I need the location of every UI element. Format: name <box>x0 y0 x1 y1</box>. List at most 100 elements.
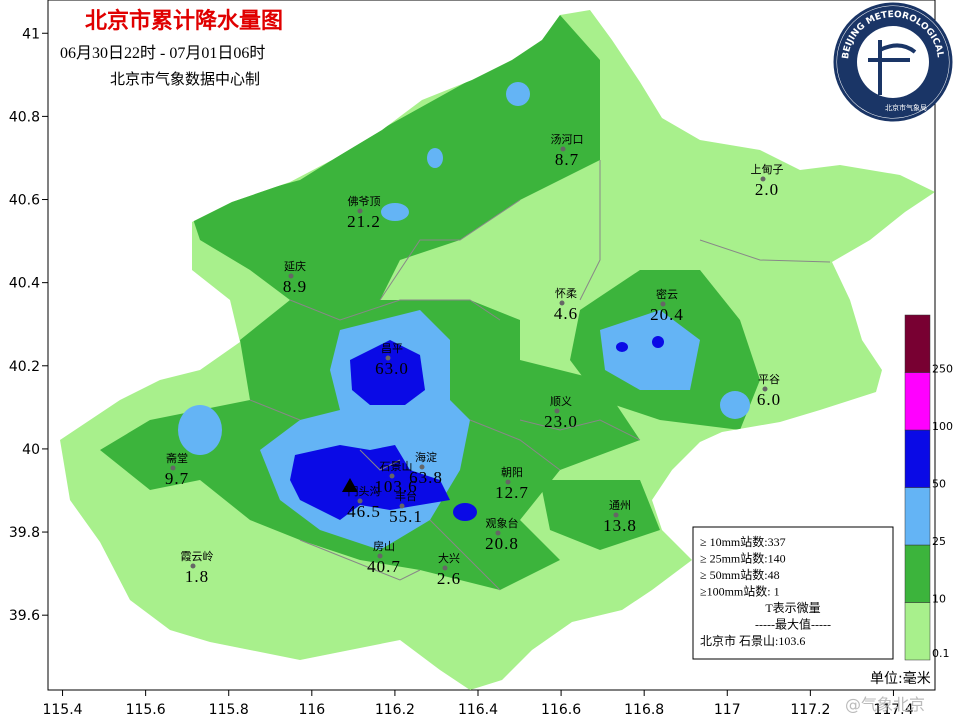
colorbar-segment <box>904 602 931 661</box>
station-value: 46.5 <box>347 502 381 521</box>
station-name: 延庆 <box>284 259 306 273</box>
y-tick-label: 40.4 <box>9 276 40 292</box>
station-name: 观象台 <box>486 516 519 530</box>
station-dot <box>660 301 666 307</box>
station-name: 密云 <box>656 287 678 301</box>
x-tick-label: 117 <box>714 702 741 718</box>
station-name: 平谷 <box>758 373 780 386</box>
station-value: 20.4 <box>650 305 684 324</box>
station-dot <box>762 386 768 392</box>
station-dot <box>389 473 395 479</box>
station-value: 20.8 <box>485 534 519 553</box>
x-tick-label: 116.6 <box>541 702 581 718</box>
x-tick-label: 117.2 <box>790 702 830 718</box>
station-dot <box>554 408 560 414</box>
station-dot <box>170 465 176 471</box>
station-dot <box>442 565 448 571</box>
y-tick-label: 39.6 <box>9 608 40 624</box>
station-name: 通州 <box>609 499 631 512</box>
station-value: 12.7 <box>495 483 529 502</box>
station-dot <box>357 498 363 504</box>
ticks: 115.4 115.6 115.8 116 116.2 116.4 116.6 116.8 11… <box>9 26 914 718</box>
colorbar-label: 0.1 <box>932 647 950 660</box>
station-name: 斋堂 <box>166 451 188 465</box>
station-value: 23.0 <box>544 412 578 431</box>
station-dot <box>495 530 501 536</box>
station-dot <box>399 503 405 509</box>
station-name: 朝阳 <box>501 466 523 479</box>
station-dot <box>288 273 294 279</box>
station-value: 40.7 <box>367 557 401 576</box>
y-tick-label: 40.8 <box>9 109 40 125</box>
colorbar-segment <box>904 372 931 431</box>
station-dot <box>505 479 511 485</box>
x-tick-label: 116 <box>298 702 325 718</box>
station-name: 大兴 <box>438 551 460 565</box>
station-name: 佛爷顶 <box>348 194 381 208</box>
colorbar-label: 100 <box>932 420 953 433</box>
x-tick-label: 116.8 <box>624 702 664 718</box>
station-value: 63.0 <box>375 359 409 378</box>
x-tick-label: 117.4 <box>873 702 913 718</box>
y-tick-label: 39.8 <box>9 525 40 541</box>
station-dot <box>190 563 196 569</box>
station-dot <box>377 553 383 559</box>
station-value: 63.8 <box>409 468 443 487</box>
y-tick-label: 40 <box>22 442 40 458</box>
station-name: 上甸子 <box>751 163 784 176</box>
station-name: 昌平 <box>381 342 403 355</box>
x-tick-label: 116.4 <box>458 702 498 718</box>
stats-line: T表示微量 <box>765 601 820 615</box>
station-dot <box>357 208 363 214</box>
stats-line: 北京市 石景山:103.6 <box>700 633 805 648</box>
stats-line: -----最大值----- <box>755 617 831 632</box>
station-name: 霞云岭 <box>181 549 214 563</box>
period: 06月30日22时 - 07月01日06时 <box>60 44 265 62</box>
watermark: @气象北京 <box>845 695 925 714</box>
station-value: 21.2 <box>347 212 381 231</box>
colorbar-segment <box>904 429 931 488</box>
colorbar-label: 50 <box>932 478 946 491</box>
station-value: 13.8 <box>603 516 637 535</box>
station-value: 8.7 <box>555 150 579 169</box>
station-value: 2.0 <box>755 180 779 199</box>
station-name: 汤河口 <box>551 132 584 146</box>
station-dot <box>385 355 391 361</box>
stats-line: ≥ 10mm站数:337 <box>700 534 786 549</box>
unit: 单位:毫米 <box>870 670 931 687</box>
colorbar-segment <box>904 314 931 373</box>
station-value: 4.6 <box>554 304 578 323</box>
x-tick-label: 115.8 <box>209 702 249 718</box>
colorbar-segment <box>904 544 931 603</box>
x-tick-label: 115.6 <box>126 702 166 718</box>
station-dot <box>419 464 425 470</box>
logo-org: 北京市气象局 <box>885 103 927 112</box>
max-marker <box>342 478 358 492</box>
station-value: 1.8 <box>185 567 209 586</box>
station-name: 石景山 <box>380 460 413 473</box>
x-tick-label: 115.4 <box>42 702 82 718</box>
station-dot <box>559 300 565 306</box>
station-value: 55.1 <box>389 507 423 526</box>
stats-line: ≥ 25mm站数:140 <box>700 551 786 566</box>
station-dot <box>760 176 766 182</box>
stations: 汤河口 8.7 佛爷顶 21.2 延庆 8.9 上甸子 2.0 怀柔 4.6 密云 20.4 昌平 63.… <box>165 132 784 588</box>
colorbar-label: 250 <box>932 363 953 376</box>
station-name: 怀柔 <box>555 287 577 300</box>
colorbar-label: 10 <box>932 593 946 606</box>
station-name: 房山 <box>373 540 395 553</box>
station-name: 丰台 <box>395 489 417 503</box>
stats-box <box>692 526 894 660</box>
station-name: 海淀 <box>415 450 437 464</box>
colorbar-label: 25 <box>932 535 946 548</box>
station-name: 顺义 <box>550 395 572 408</box>
stats-line: ≥100mm站数: 1 <box>700 584 780 599</box>
stats-line: ≥ 50mm站数:48 <box>700 567 780 582</box>
colorbar-segment <box>904 487 931 546</box>
station-value: 103.6 <box>374 477 417 496</box>
y-tick-label: 40.2 <box>9 359 40 375</box>
station-value: 6.0 <box>757 390 781 409</box>
station-name: 门头沟 <box>348 484 381 498</box>
y-tick-label: 41 <box>22 26 40 42</box>
